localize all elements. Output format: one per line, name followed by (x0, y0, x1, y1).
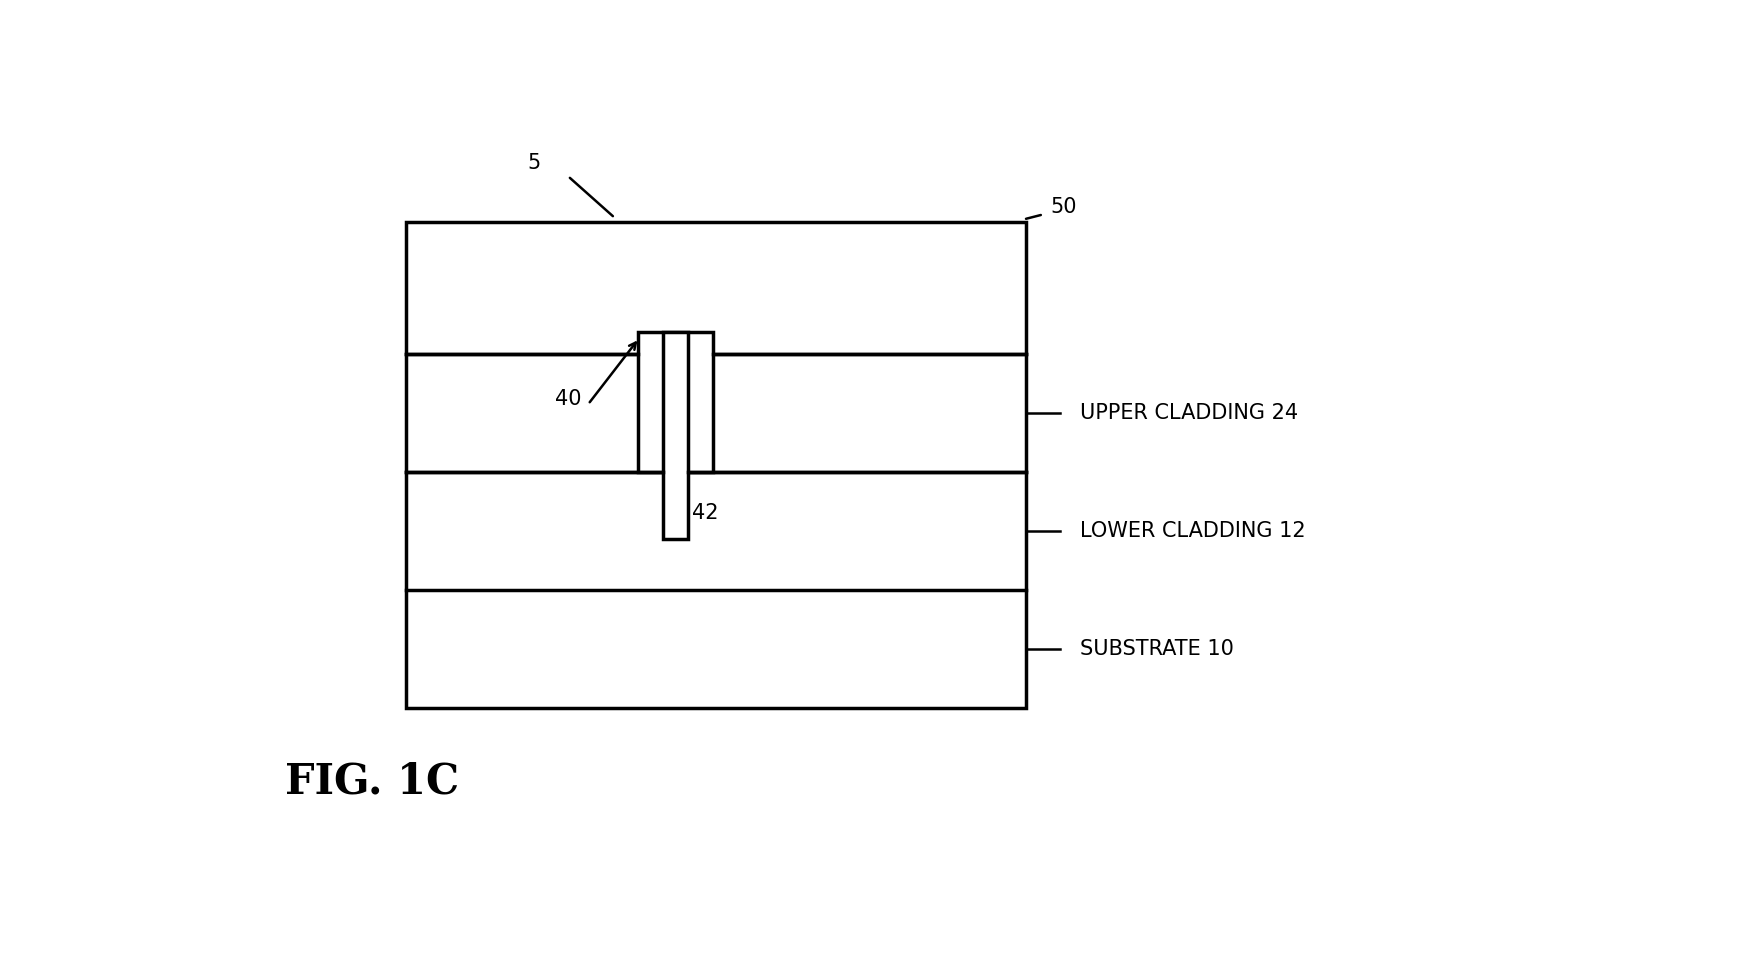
Bar (664, 332, 687, 539)
Text: 40: 40 (555, 389, 581, 409)
Bar (638, 332, 713, 472)
Text: SUBSTRATE 10: SUBSTRATE 10 (1080, 639, 1233, 659)
Text: UPPER CLADDING 24: UPPER CLADDING 24 (1080, 403, 1297, 423)
Text: 5: 5 (527, 153, 541, 172)
Text: 50: 50 (1050, 197, 1076, 217)
Text: 42: 42 (692, 502, 718, 523)
Text: FIG. 1C: FIG. 1C (285, 761, 459, 803)
Bar (407, 222, 1026, 708)
Text: LOWER CLADDING 12: LOWER CLADDING 12 (1080, 522, 1306, 541)
